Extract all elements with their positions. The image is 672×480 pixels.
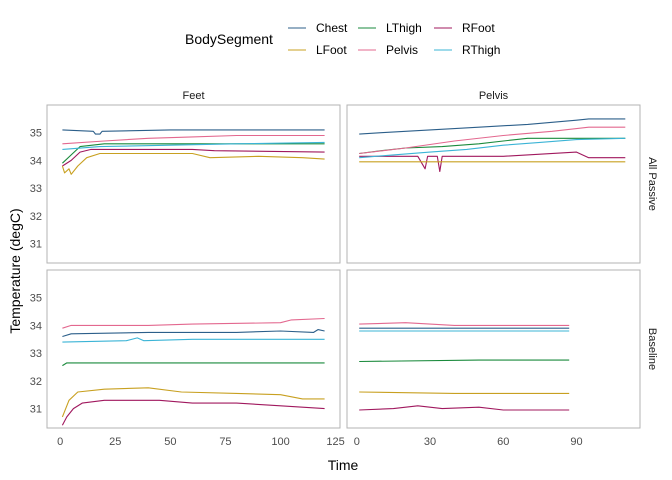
series-line-chest bbox=[62, 129, 325, 135]
y-tick-label: 35 bbox=[30, 128, 42, 140]
series-line-pelvis bbox=[359, 322, 570, 326]
y-tick-label: 33 bbox=[30, 348, 42, 360]
strip-label-all-passive: All Passive bbox=[646, 157, 658, 211]
panel-frame bbox=[46, 104, 341, 264]
series-line-rthigh bbox=[62, 141, 325, 150]
x-tick-label: 0 bbox=[57, 436, 63, 448]
series-line-rthigh bbox=[62, 337, 325, 343]
y-tick-label: 33 bbox=[30, 183, 42, 195]
series-line-lfoot bbox=[61, 152, 325, 175]
y-tick-label: 32 bbox=[30, 211, 42, 223]
legend: BodySegment Chest LThigh RFoot LFoot Pelvis R… bbox=[185, 21, 500, 57]
y-tick-label: 34 bbox=[30, 320, 42, 332]
series-line-rthigh bbox=[359, 137, 626, 159]
series-line-pelvis bbox=[62, 134, 325, 145]
series-line-lthigh bbox=[359, 359, 570, 363]
series-line-rfoot bbox=[62, 148, 325, 167]
series-line-rfoot bbox=[359, 405, 570, 411]
series-line-lthigh bbox=[62, 362, 325, 367]
x-tick-label: 0 bbox=[354, 436, 360, 448]
legend-label-rfoot: RFoot bbox=[462, 21, 495, 35]
y-tick-label: 34 bbox=[30, 155, 42, 167]
series-line-pelvis bbox=[62, 317, 325, 329]
series-line-lthigh bbox=[359, 137, 626, 155]
x-tick-label: 50 bbox=[164, 436, 176, 448]
x-tick-label: 25 bbox=[109, 436, 121, 448]
series-line-chest bbox=[359, 118, 626, 135]
series-line-pelvis bbox=[359, 126, 626, 155]
legend-title: BodySegment bbox=[185, 31, 273, 47]
legend-label-lthigh: LThigh bbox=[386, 21, 422, 35]
y-axis-title: Temperature (degC) bbox=[7, 208, 23, 333]
panels: Feet Pelvis All Passive Baseline 31 32 33 34 35 3… bbox=[30, 90, 658, 448]
legend-label-pelvis: Pelvis bbox=[386, 43, 418, 57]
x-tick-label: 100 bbox=[271, 436, 289, 448]
y-tick-label: 32 bbox=[30, 376, 42, 388]
series-line-lthigh bbox=[62, 143, 325, 164]
x-tick-label: 60 bbox=[497, 436, 509, 448]
panel-frame bbox=[346, 104, 641, 264]
series-line-rfoot bbox=[61, 399, 325, 426]
legend-label-chest: Chest bbox=[316, 21, 348, 35]
x-tick-label: 30 bbox=[424, 436, 436, 448]
x-tick-label: 90 bbox=[570, 436, 582, 448]
series-line-chest bbox=[62, 329, 325, 338]
y-tick-label: 31 bbox=[30, 404, 42, 416]
strip-label-feet: Feet bbox=[182, 90, 204, 102]
x-tick-label: 125 bbox=[326, 436, 344, 448]
strip-label-pelvis: Pelvis bbox=[479, 90, 509, 102]
legend-label-rthigh: RThigh bbox=[462, 43, 500, 57]
y-tick-label: 35 bbox=[30, 293, 42, 305]
legend-label-lfoot: LFoot bbox=[316, 43, 347, 57]
strip-label-baseline: Baseline bbox=[646, 328, 658, 370]
panel-frame bbox=[46, 269, 341, 429]
panel-frame bbox=[346, 269, 641, 429]
series-line-lfoot bbox=[359, 391, 570, 394]
y-tick-label: 31 bbox=[30, 239, 42, 251]
x-axis-title: Time bbox=[328, 457, 359, 473]
series-line-lfoot bbox=[61, 387, 325, 418]
series-line-rfoot bbox=[359, 151, 626, 173]
x-tick-label: 75 bbox=[219, 436, 231, 448]
